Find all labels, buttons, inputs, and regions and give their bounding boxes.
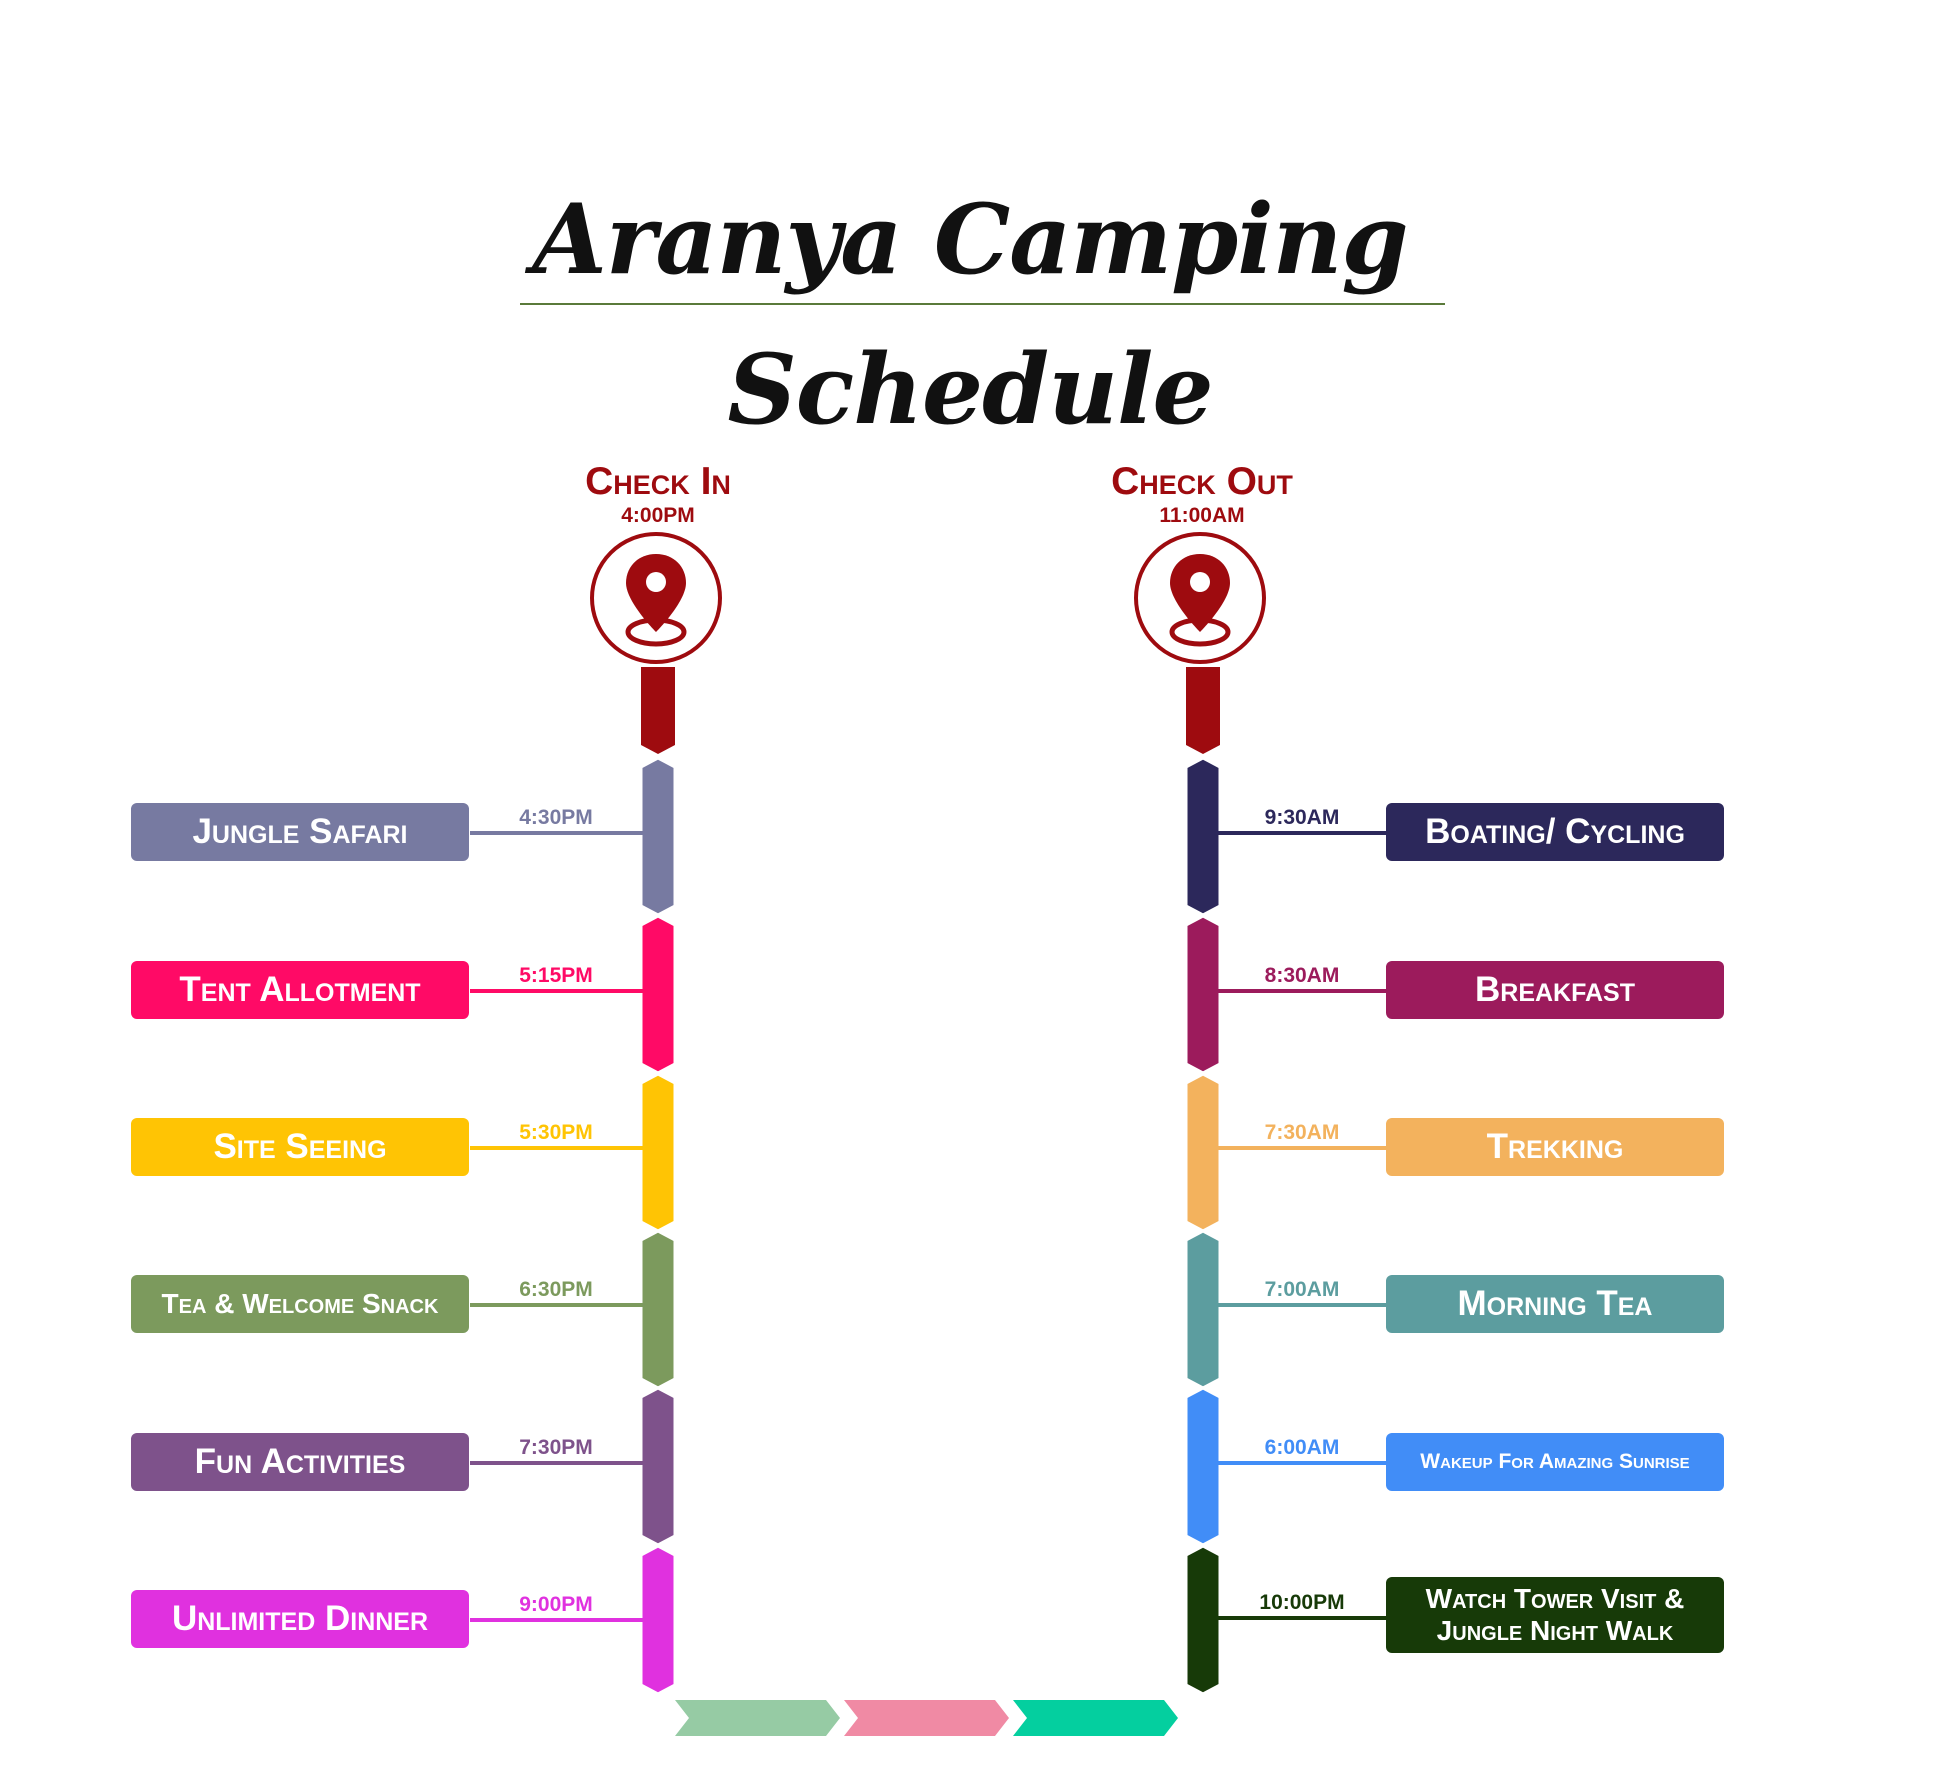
check-in-label: Check In bbox=[585, 460, 731, 503]
connector-line bbox=[470, 1618, 646, 1622]
timeline-segment bbox=[1184, 914, 1222, 1075]
page-title: Aranya Camping Schedule bbox=[532, 183, 1408, 446]
time-label: 10:00PM bbox=[1259, 1591, 1345, 1614]
activity-jungle-safari: Jungle Safari bbox=[131, 803, 469, 861]
check-out-label: Check Out bbox=[1111, 460, 1293, 503]
check-out-time: 11:00AM bbox=[1159, 504, 1245, 527]
activity-boating-cycling: Boating/ Cycling bbox=[1386, 803, 1724, 861]
title-underline bbox=[520, 303, 1445, 305]
bottom-arrow-segment bbox=[1013, 1700, 1178, 1736]
time-label: 7:30PM bbox=[519, 1436, 593, 1459]
timeline-segment bbox=[1184, 756, 1222, 917]
timeline-segment bbox=[1184, 1072, 1222, 1233]
time-label: 8:30AM bbox=[1264, 964, 1340, 987]
time-label: 7:00AM bbox=[1264, 1278, 1340, 1301]
activity-site-seeing: Site Seeing bbox=[131, 1118, 469, 1176]
time-label: 7:30AM bbox=[1264, 1121, 1340, 1144]
timeline-segment bbox=[639, 1544, 677, 1696]
timeline-segment bbox=[639, 1072, 677, 1233]
connector-line bbox=[1216, 989, 1388, 993]
time-label: 6:00AM bbox=[1264, 1436, 1340, 1459]
timeline-segment bbox=[639, 756, 677, 917]
activity-trekking: Trekking bbox=[1386, 1118, 1724, 1176]
timeline-end-segment bbox=[1186, 667, 1220, 754]
activity-tea-welcome-snack: Tea & Welcome Snack bbox=[131, 1275, 469, 1333]
timeline-segment bbox=[1184, 1386, 1222, 1547]
time-label: 5:30PM bbox=[519, 1121, 593, 1144]
connector-line bbox=[1216, 831, 1388, 835]
timeline-segment bbox=[639, 914, 677, 1075]
timeline-segment bbox=[1184, 1229, 1222, 1390]
connector-line bbox=[1216, 1146, 1388, 1150]
timeline-segment bbox=[639, 1229, 677, 1390]
time-label: 4:30PM bbox=[519, 806, 593, 829]
bottom-arrow-segment bbox=[844, 1700, 1009, 1736]
time-label: 6:30PM bbox=[519, 1278, 593, 1301]
check-in-time: 4:00PM bbox=[621, 504, 695, 527]
activity-fun-activities: Fun Activities bbox=[131, 1433, 469, 1491]
activity-unlimited-dinner: Unlimited Dinner bbox=[131, 1590, 469, 1648]
connector-line bbox=[1216, 1303, 1388, 1307]
timeline-segment bbox=[639, 1386, 677, 1547]
activity-watch-tower-night-walk: Watch Tower Visit & Jungle Night Walk bbox=[1386, 1577, 1724, 1653]
time-label: 9:00PM bbox=[519, 1593, 593, 1616]
connector-line bbox=[1216, 1616, 1388, 1620]
connector-line bbox=[470, 1303, 646, 1307]
timeline-start-segment bbox=[641, 667, 675, 754]
time-label: 9:30AM bbox=[1264, 806, 1340, 829]
connector-line bbox=[470, 1461, 646, 1465]
activity-breakfast: Breakfast bbox=[1386, 961, 1724, 1019]
connector-line bbox=[470, 831, 646, 835]
location-pin-icon bbox=[590, 532, 722, 664]
time-label: 5:15PM bbox=[519, 964, 593, 987]
timeline-segment bbox=[1184, 1544, 1222, 1696]
activity-wakeup-sunrise: Wakeup For Amazing Sunrise bbox=[1386, 1433, 1724, 1491]
connector-line bbox=[1216, 1461, 1388, 1465]
connector-line bbox=[470, 989, 646, 993]
bottom-arrow-segment bbox=[675, 1700, 840, 1736]
activity-morning-tea: Morning Tea bbox=[1386, 1275, 1724, 1333]
connector-line bbox=[470, 1146, 646, 1150]
activity-tent-allotment: Tent Allotment bbox=[131, 961, 469, 1019]
location-pin-icon bbox=[1134, 532, 1266, 664]
